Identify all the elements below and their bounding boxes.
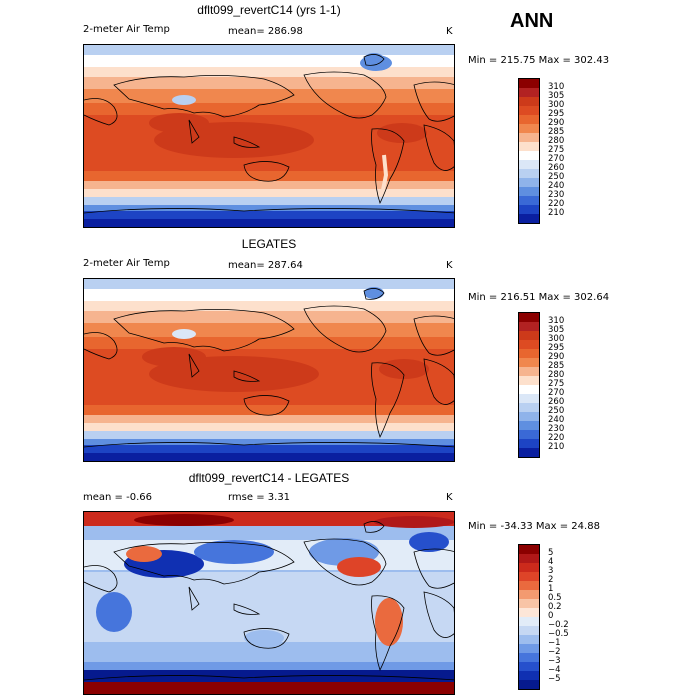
panel3-unit: K: [446, 492, 453, 503]
panel2-map: [83, 278, 455, 462]
panel2-unit: K: [446, 260, 453, 271]
panel3-minmax: Min = -34.33 Max = 24.88: [468, 521, 600, 532]
panel2-minmax: Min = 216.51 Max = 302.64: [468, 292, 610, 303]
panel1-title: dflt099_revertC14 (yrs 1-1): [197, 3, 341, 17]
panel2-temperature-field: [84, 279, 454, 461]
panel3-mean: mean = -0.66: [83, 492, 152, 503]
panel2-mean: mean= 287.64: [228, 260, 303, 271]
season-title: ANN: [510, 10, 554, 32]
panel1-mean: mean= 286.98: [228, 26, 303, 37]
panel2-variable: 2-meter Air Temp: [83, 258, 170, 269]
panel1-temperature-field: [84, 45, 454, 227]
panel3-rmse: rmse = 3.31: [228, 492, 291, 503]
panel1-map: [83, 44, 455, 228]
panel3-difference-field: [84, 512, 454, 694]
panel1-variable: 2-meter Air Temp: [83, 24, 170, 35]
panel3-title: dflt099_revertC14 - LEGATES: [188, 471, 350, 485]
panel1-unit: K: [446, 26, 453, 37]
panel2-colorbar: [518, 312, 540, 458]
panel3-map: [83, 511, 455, 695]
panel1-colorbar: [518, 78, 540, 224]
panel3-colorbar: [518, 544, 540, 690]
panel1-minmax: Min = 215.75 Max = 302.43: [468, 55, 610, 66]
panel2-title: LEGATES: [241, 237, 297, 251]
